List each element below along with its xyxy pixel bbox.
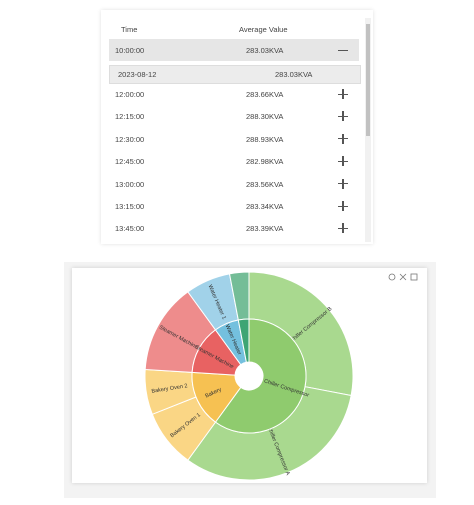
table-row[interactable]: 13:45:00 283.39KVA [109,217,359,239]
table-row[interactable]: 13:15:00 283.34KVA [109,195,359,217]
icon-bar [342,89,344,99]
icon-bar [338,49,348,51]
scrollbar[interactable] [365,18,371,242]
time-cell: 12:30:00 [115,134,145,144]
time-cell: 13:15:00 [115,202,145,211]
icon-bar [342,133,344,144]
value-cell: 288.30KVA [246,112,284,122]
expand-icon[interactable] [338,178,348,189]
inner-segment [191,371,242,423]
icon-bar [342,178,344,189]
inner-segment [237,318,250,363]
expand-icon[interactable] [338,156,348,167]
time-cell: 10:00:00 [115,46,145,55]
expand-icon[interactable] [338,111,348,122]
expanded-row: 2023-08-12 283.03KVA [109,65,361,84]
table-row[interactable]: 10:00:00 283.03KVA [109,39,359,61]
inner-segment [214,318,307,434]
table-row[interactable]: 12:45:00 282.98KVA [109,150,359,172]
value-cell: 283.03KVA [275,70,313,79]
value-cell: 288.93KVA [246,134,284,144]
zoom-icon[interactable] [399,273,407,281]
expand-icon[interactable] [338,133,348,144]
table-row[interactable]: 12:30:00 288.93KVA [109,128,359,150]
header-time: Time [121,25,138,34]
table-row[interactable]: 12:15:00 288.30KVA [109,105,359,127]
save-icon[interactable] [410,273,418,281]
header-value: Average Value [239,25,288,34]
time-cell: 13:45:00 [115,224,145,234]
expand-icon[interactable] [338,223,348,234]
value-cell: 283.56KVA [246,179,284,189]
time-cell: 12:15:00 [115,112,145,122]
segment-label: Bakery Oven 2 [151,383,188,395]
time-cell: 12:00:00 [115,90,145,99]
value-cell: 283.39KVA [246,224,284,234]
toolbox[interactable] [388,273,418,281]
chart-card: Chiller Compressor B Chiller Compressor A… [72,268,427,483]
refresh-icon[interactable] [388,273,396,281]
value-cell: 283.03KVA [246,46,284,55]
time-cell: 12:45:00 [115,157,145,167]
value-cell: 282.98KVA [246,157,284,167]
collapse-icon[interactable] [338,45,348,55]
expand-icon[interactable] [338,89,348,99]
table-row[interactable]: 12:00:00 283.66KVA [109,83,359,105]
icon-bar [342,223,344,234]
table-row[interactable]: 13:00:00 283.56KVA [109,173,359,195]
scroll-thumb[interactable] [366,24,370,136]
icon-bar [342,156,344,167]
time-cell: 13:00:00 [115,179,145,189]
icon-bar [342,201,344,211]
data-table: Time Average Value 10:00:00 283.03KVA 2023… [101,10,373,244]
value-cell: 283.66KVA [246,90,284,99]
value-cell: 283.34KVA [246,202,284,211]
date-cell: 2023-08-12 [118,70,157,79]
icon-bar [342,111,344,122]
expand-icon[interactable] [338,201,348,211]
chart-panel: Chiller Compressor B Chiller Compressor A… [64,262,436,498]
